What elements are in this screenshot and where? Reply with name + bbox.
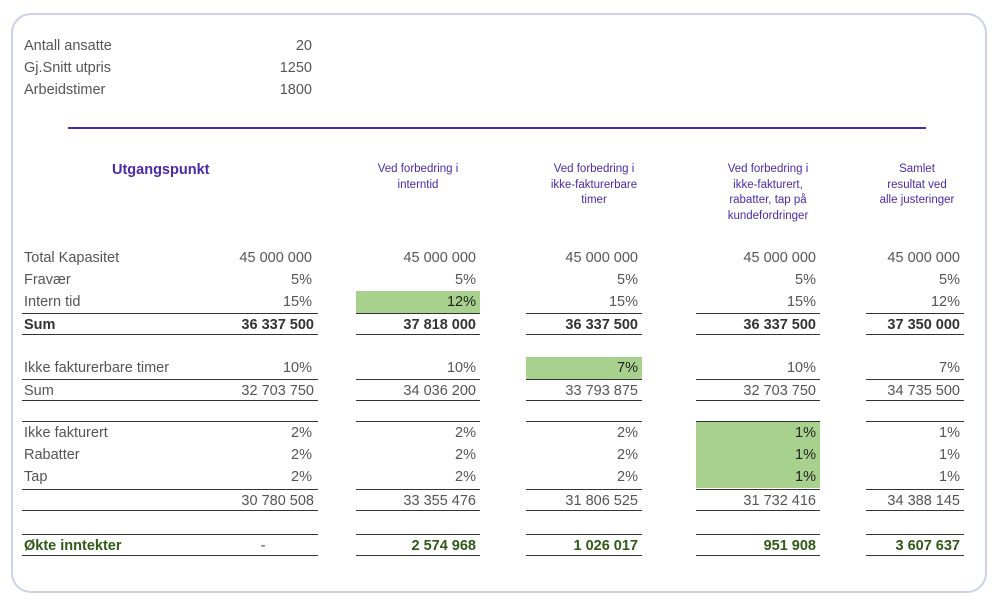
cell: 33 355 476 [356, 489, 480, 511]
cell: 1% [939, 469, 960, 485]
highlighted-cell: 12% [356, 291, 480, 313]
cell: 37 350 000 [866, 313, 964, 335]
cell: 2% [455, 469, 476, 485]
highlighted-cell: 1% [696, 422, 820, 444]
header-baseline: Utgangspunkt [112, 162, 210, 178]
cell: 5% [291, 272, 312, 288]
cell: 10% [446, 360, 476, 376]
cell: 3 607 637 [866, 534, 964, 556]
cell: 31 732 416 [696, 489, 820, 511]
header-unbilled-discounts-losses: Ved forbedring i ikke-fakturert, rabatte… [696, 162, 840, 224]
highlighted-cell: 7% [526, 357, 642, 379]
cell: 2% [291, 469, 312, 485]
cell: 1 026 017 [526, 534, 642, 556]
cell: 5% [795, 272, 816, 288]
cell: 36 337 500 [526, 313, 642, 335]
cell: 36 337 500 [696, 313, 820, 335]
cell: 10% [786, 360, 816, 376]
cell: 33 793 875 [526, 379, 642, 401]
cell: 5% [455, 272, 476, 288]
cell: 2% [455, 447, 476, 463]
cell: 37 818 000 [356, 313, 480, 335]
header-line: Ved forbedring i [377, 163, 459, 175]
row-label-unbilled: Ikke fakturert [24, 425, 108, 441]
cell: 2% [291, 447, 312, 463]
cell: 45 000 000 [403, 250, 476, 266]
cell: 2 574 968 [356, 534, 480, 556]
summary-label-avg-price: Gj.Snitt utpris [24, 60, 112, 76]
summary-value-avg-price: 1250 [279, 60, 312, 76]
cell: 5% [617, 272, 638, 288]
cell: 1% [939, 425, 960, 441]
cell: 32 703 750 [222, 379, 318, 401]
summary-value-employees: 20 [295, 38, 312, 54]
header-line: alle justeringer [879, 194, 955, 206]
header-line: resultat ved [887, 178, 947, 191]
rule [356, 421, 480, 422]
cell: 45 000 000 [743, 250, 816, 266]
cell: 2% [617, 447, 638, 463]
cell: 30 780 508 [222, 489, 318, 511]
summary-label-work-hours: Arbeidstimer [24, 82, 106, 98]
summary-value-work-hours: 1800 [279, 82, 312, 98]
header-line: ikke-fakturerbare [550, 178, 638, 191]
section-divider [68, 127, 926, 129]
header-line: Samlet [899, 163, 935, 175]
cell: 34 735 500 [866, 379, 964, 401]
cell: 7% [939, 360, 960, 376]
header-combined-result: Samlet resultat ved alle justeringer [862, 162, 972, 209]
card-frame [11, 13, 987, 593]
header-line: interntid [397, 178, 439, 191]
row-label-losses: Tap [24, 469, 48, 485]
header-line: Ved forbedring i [553, 163, 635, 175]
row-label-increased-revenue: Økte inntekter [22, 534, 222, 556]
cell: 31 806 525 [526, 489, 642, 511]
cell: 2% [617, 469, 638, 485]
cell: - [222, 534, 318, 556]
row-label-discounts: Rabatter [24, 447, 80, 463]
cell: 15% [786, 294, 816, 310]
row-label-total-capacity: Total Kapasitet [24, 250, 120, 266]
cell: 45 000 000 [239, 250, 312, 266]
row-label-subtotal [22, 489, 222, 511]
highlighted-cell: 1% [696, 444, 820, 466]
cell: 2% [291, 425, 312, 441]
row-label-sum: Sum [22, 313, 222, 335]
cell: 10% [282, 360, 312, 376]
cell: 45 000 000 [887, 250, 960, 266]
highlighted-cell: 1% [696, 466, 820, 488]
header-line: Ved forbedring i [727, 163, 809, 175]
row-label-nonbillable-hours: Ikke fakturerbare timer [24, 360, 170, 376]
cell: 2% [455, 425, 476, 441]
cell: 1% [939, 447, 960, 463]
row-label-internal-time: Intern tid [24, 294, 81, 310]
row-label-absence: Fravær [24, 272, 71, 288]
cell: 36 337 500 [222, 313, 318, 335]
cell: 15% [282, 294, 312, 310]
rule [22, 421, 318, 422]
header-line: rabatter, tap på [729, 194, 807, 206]
cell: 951 908 [696, 534, 820, 556]
cell: 32 703 750 [696, 379, 820, 401]
cell: 45 000 000 [565, 250, 638, 266]
header-line: ikke-fakturert, [733, 178, 803, 191]
header-internal-time: Ved forbedring i interntid [356, 162, 480, 193]
summary-label-employees: Antall ansatte [24, 38, 112, 54]
rule [526, 421, 642, 422]
cell: 12% [930, 294, 960, 310]
rule [866, 421, 964, 422]
cell: 15% [608, 294, 638, 310]
cell: 34 036 200 [356, 379, 480, 401]
cell: 5% [939, 272, 960, 288]
header-line: kundefordringer [727, 209, 809, 222]
row-label-sum: Sum [22, 379, 222, 401]
cell: 34 388 145 [866, 489, 964, 511]
header-nonbillable-hours: Ved forbedring i ikke-fakturerbare timer [526, 162, 662, 209]
cell: 2% [617, 425, 638, 441]
rule [696, 421, 820, 422]
header-line: timer [581, 194, 607, 206]
